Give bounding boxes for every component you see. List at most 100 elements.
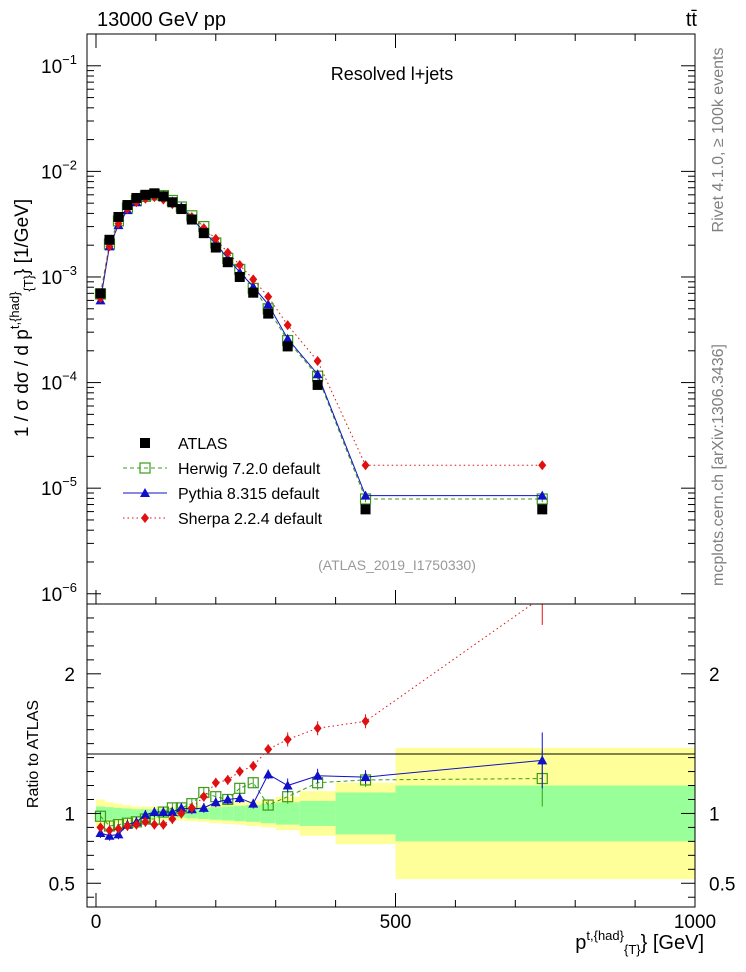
ratio-point-pythia-8-315-default (167, 807, 178, 817)
ratio-band-green (104, 807, 114, 820)
ratio-y-tick-label-left: 2 (64, 665, 75, 686)
ratio-band-green (395, 785, 695, 842)
ratio-point-sherpa-2-2-4-default (96, 822, 105, 833)
series-line-herwig-7-2-0-default (99, 194, 543, 500)
legend-marker-atlas (140, 438, 150, 448)
y-tick-label: 10−3 (41, 263, 77, 289)
ratio-y-tick-label-right: 2 (709, 665, 720, 686)
data-point-atlas (167, 197, 178, 208)
legend-marker-pythia-8-315-default (140, 488, 150, 497)
ratio-point-sherpa-2-2-4-default (223, 774, 232, 785)
ratio-band-green (275, 802, 300, 825)
legend-label-sherpa-2-2-4-default: Sherpa 2.2.4 default (178, 511, 323, 528)
ratio-frame (86, 603, 696, 908)
data-point-sherpa-2-2-4-default (235, 259, 244, 270)
main-y-axis: 10−6 10−5 10−4 10−3 10−2 10−1 (41, 33, 696, 606)
ratio-point-sherpa-2-2-4-default (123, 821, 132, 832)
series-atlas (95, 188, 548, 515)
data-point-pythia-8-315-default (263, 299, 274, 309)
data-point-atlas (312, 379, 323, 390)
data-point-atlas (282, 341, 293, 352)
legend-label-pythia-8-315-default: Pythia 8.315 default (178, 486, 320, 503)
ratio-band-green (221, 806, 234, 821)
y-tick-label: 10−5 (41, 474, 77, 500)
data-point-pythia-8-315-default (282, 333, 293, 343)
y-tick-label: 10−6 (41, 580, 77, 606)
ratio-point-pythia-8-315-default (282, 780, 293, 790)
data-point-sherpa-2-2-4-default (211, 233, 220, 244)
legend-marker-sherpa-2-2-4-default (141, 513, 149, 523)
x-axis-label: pt,{had}{T}} [GeV] (575, 928, 704, 957)
data-point-atlas (360, 504, 371, 515)
data-point-atlas (263, 308, 274, 319)
ratio-point-pythia-8-315-default (210, 797, 221, 807)
main-panel-title: Resolved l+jets (331, 64, 454, 84)
data-point-atlas (248, 287, 259, 298)
data-point-atlas (140, 189, 151, 200)
data-point-atlas (104, 234, 115, 245)
data-point-atlas (176, 204, 187, 215)
main-y-axis-label: 1 / σ dσ / d pt,{had}{T}} [1/GeV] (7, 199, 36, 437)
ratio-point-pythia-8-315-default (537, 755, 548, 765)
legend-label-herwig-7-2-0-default: Herwig 7.2.0 default (178, 461, 321, 478)
mcplots-source-label: mcplots.cern.ch [arXiv:1306.3436] (710, 344, 727, 586)
data-point-atlas (198, 228, 209, 239)
main-panel: 10−6 10−5 10−4 10−3 10−2 10−1 Resolved l+jets… (7, 33, 696, 606)
ratio-band-green (260, 803, 276, 824)
data-point-atlas (222, 257, 233, 268)
y-tick-label: 10−1 (41, 52, 77, 78)
ratio-point-herwig-7-2-0-default (94, 810, 107, 822)
ratio-band-green (131, 809, 141, 818)
ratio-y-axis-label: Ratio to ATLAS (25, 700, 42, 808)
ratio-point-pythia-8-315-default (104, 830, 115, 840)
y-tick-label: 10−2 (41, 157, 77, 183)
ratio-band-green (197, 807, 210, 820)
ratio-point-sherpa-2-2-4-default (361, 716, 370, 727)
data-point-atlas (210, 242, 221, 253)
ratio-point-sherpa-2-2-4-default (141, 816, 150, 827)
x-tick-label: 1000 (674, 912, 716, 933)
data-point-atlas (131, 192, 142, 203)
legend-marker-herwig-7-2-0-default (139, 462, 151, 474)
ratio-point-sherpa-2-2-4-default (159, 819, 168, 830)
data-point-pythia-8-315-default (537, 490, 548, 500)
ratio-point-herwig-7-2-0-default (262, 799, 274, 811)
ratio-band-green (122, 808, 132, 819)
ratio-point-sherpa-2-2-4-default (168, 814, 177, 825)
ratio-point-pythia-8-315-default (95, 827, 106, 837)
data-point-sherpa-2-2-4-default (538, 460, 547, 471)
data-point-atlas (234, 271, 245, 282)
ratio-point-pythia-8-315-default (263, 769, 274, 779)
svg-text:pt,{had}{T}} [GeV]: pt,{had}{T}} [GeV] (575, 928, 704, 957)
ratio-series-sherpa-2-2-4-default (96, 604, 543, 836)
ratio-point-sherpa-2-2-4-default (114, 823, 123, 834)
ratio-point-sherpa-2-2-4-default (283, 734, 292, 745)
data-point-atlas (113, 211, 124, 222)
data-point-sherpa-2-2-4-default (313, 356, 322, 367)
ratio-y-tick-label-left: 0.5 (49, 874, 75, 895)
ratio-y-tick-label-left: 1 (64, 804, 75, 825)
ratio-point-pythia-8-315-default (176, 802, 187, 812)
data-point-sherpa-2-2-4-default (283, 320, 292, 331)
data-point-atlas (186, 214, 197, 225)
data-point-sherpa-2-2-4-default (249, 274, 258, 285)
ratio-point-sherpa-2-2-4-default (211, 777, 220, 788)
y-tick-label: 10−4 (41, 369, 77, 395)
ratio-point-sherpa-2-2-4-default (264, 744, 273, 755)
process-title: tt̄ (686, 9, 698, 31)
ratio-point-pythia-8-315-default (360, 772, 371, 782)
data-point-sherpa-2-2-4-default (361, 460, 370, 471)
ratio-point-sherpa-2-2-4-default (313, 723, 322, 734)
ratio-point-pythia-8-315-default (158, 807, 169, 817)
ratio-band-green (233, 805, 246, 822)
rivet-version-label: Rivet 4.1.0, ≥ 100k events (710, 48, 727, 233)
ratio-point-herwig-7-2-0-default (247, 777, 259, 789)
data-point-pythia-8-315-default (312, 369, 323, 379)
ratio-point-sherpa-2-2-4-default (187, 802, 196, 813)
ratio-point-sherpa-2-2-4-default (249, 760, 258, 771)
legend-label-atlas: ATLAS (178, 436, 228, 453)
ratio-point-sherpa-2-2-4-default (177, 808, 186, 819)
ratio-band-green (335, 792, 396, 835)
data-point-atlas (149, 188, 160, 199)
ratio-point-pythia-8-315-default (248, 798, 259, 808)
